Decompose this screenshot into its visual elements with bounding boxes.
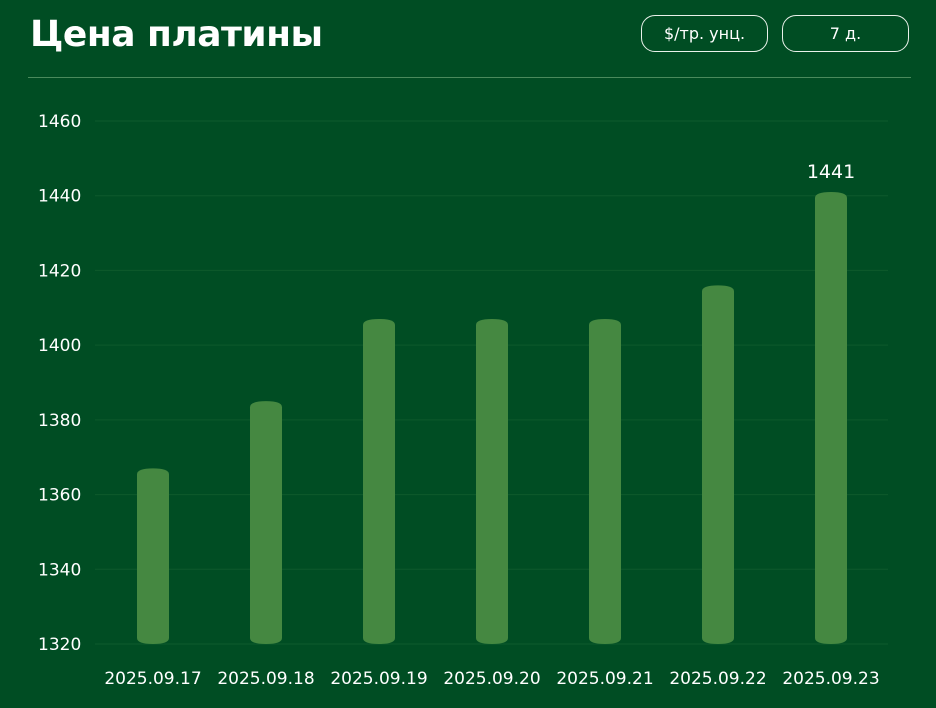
- header-divider: [28, 77, 911, 78]
- y-axis: 1320 1340 1360 1380 1400 1420 1440 1460: [38, 112, 81, 655]
- x-tick-label: 2025.09.23: [782, 669, 879, 689]
- bar-2025.09.21: [589, 318, 621, 644]
- bar-2025.09.23: [815, 191, 847, 644]
- bar-2025.09.22: [702, 285, 734, 644]
- bar-2025.09.20: [476, 318, 508, 644]
- y-tick-label: 1400: [38, 336, 81, 356]
- y-tick-label: 1420: [38, 261, 81, 281]
- unit-selector-button[interactable]: $/тр. унц.: [641, 15, 768, 52]
- y-tick-label: 1460: [38, 112, 81, 132]
- data-labels: 1441: [807, 161, 855, 183]
- bar-2025.09.18: [250, 401, 282, 644]
- range-selector-button[interactable]: 7 д.: [782, 15, 909, 52]
- x-tick-label: 2025.09.19: [330, 669, 427, 689]
- y-tick-label: 1380: [38, 411, 81, 431]
- y-tick-label: 1440: [38, 187, 81, 207]
- x-tick-label: 2025.09.20: [443, 669, 540, 689]
- x-tick-label: 2025.09.17: [104, 669, 201, 689]
- data-label: 1441: [807, 161, 855, 183]
- y-tick-label: 1360: [38, 486, 81, 506]
- bars: [137, 191, 847, 644]
- x-axis: 2025.09.17 2025.09.18 2025.09.19 2025.09.20…: [104, 669, 879, 689]
- page-title: Цена платины: [30, 14, 323, 55]
- y-tick-label: 1340: [38, 560, 81, 580]
- x-tick-label: 2025.09.22: [669, 669, 766, 689]
- bar-2025.09.19: [363, 318, 395, 644]
- x-tick-label: 2025.09.21: [556, 669, 653, 689]
- bar-2025.09.17: [137, 468, 169, 644]
- x-tick-label: 2025.09.18: [217, 669, 314, 689]
- y-tick-label: 1320: [38, 635, 81, 655]
